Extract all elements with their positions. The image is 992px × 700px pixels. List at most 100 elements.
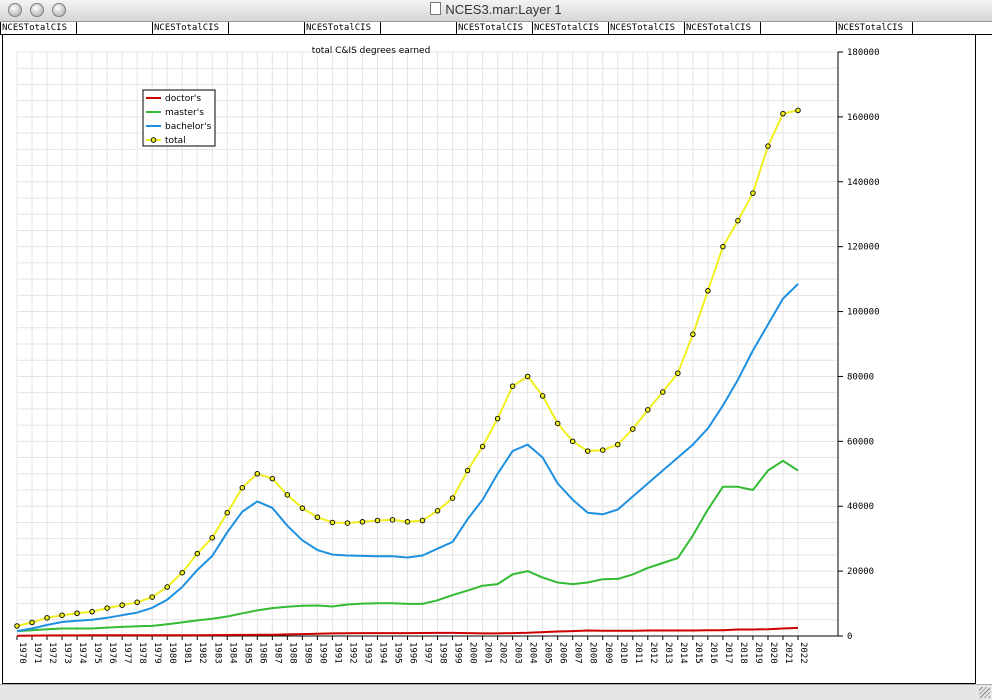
document-icon: [430, 2, 442, 15]
legend-label: doctor's: [165, 94, 201, 104]
series-line-doctors: [16, 626, 799, 637]
data-point-total: [119, 602, 125, 608]
x-tick-label: 1982: [197, 642, 207, 664]
window-titlebar: NCES3.mar:Layer 1: [0, 0, 992, 22]
x-tick-label: 2013: [663, 642, 673, 664]
data-point-total: [329, 519, 336, 526]
data-point-total: [149, 594, 155, 600]
y-tick-label: 40000: [847, 502, 874, 512]
data-point-total: [705, 288, 711, 294]
x-tick-label: 1976: [107, 642, 117, 664]
chart-title: total C&IS degrees earned: [312, 46, 431, 56]
x-tick-label: 1988: [287, 642, 297, 664]
x-tick-label: 2016: [708, 642, 718, 664]
data-point-total: [675, 370, 681, 376]
y-tick-label: 100000: [847, 308, 880, 318]
x-tick-label: 2012: [648, 642, 658, 664]
y-tick-label: 80000: [847, 372, 874, 382]
data-point-total: [479, 443, 486, 450]
x-tick-labels: 1970 1971 1972 1973 1974 1975 1976 1977 1978 1979…: [16, 636, 808, 664]
series-line-masters: [16, 459, 799, 633]
x-tick-label: 1990: [317, 642, 327, 664]
y-tick-label: 180000: [847, 48, 880, 58]
grid-lines: [16, 51, 838, 637]
data-point-total: [509, 383, 516, 389]
data-point-total: [584, 448, 591, 454]
data-point-total: [44, 615, 50, 621]
x-tick-label: 1998: [438, 642, 448, 664]
x-tick-label: 1979: [152, 642, 162, 664]
x-tick-label: 2010: [618, 642, 628, 664]
minimize-button[interactable]: [30, 3, 44, 17]
x-tick-label: 2021: [783, 642, 793, 664]
x-tick-label: 1989: [302, 642, 312, 664]
x-tick-label: 1983: [212, 642, 222, 664]
legend-marker: [150, 137, 157, 143]
data-point-total: [600, 447, 606, 453]
x-tick-label: 1986: [257, 642, 267, 664]
data-point-total: [750, 190, 756, 196]
legend: doctor's master's bachelor's total: [142, 89, 216, 147]
data-point-total: [29, 619, 35, 626]
data-point-total: [164, 584, 170, 590]
x-tick-label: 2009: [603, 642, 613, 664]
y-tick-label: 140000: [847, 178, 880, 188]
data-point-total: [524, 373, 531, 380]
x-tick-label: 1994: [377, 642, 387, 664]
data-point-total: [419, 517, 426, 524]
data-point-total: [344, 520, 351, 526]
x-tick-label: 2017: [723, 642, 733, 664]
data-point-total: [660, 389, 666, 395]
window-footer: [0, 684, 992, 700]
data-point-total: [735, 217, 741, 224]
y-tick-label: 120000: [847, 243, 880, 253]
data-point-total: [464, 467, 471, 474]
resize-handle[interactable]: [979, 687, 990, 698]
x-tick-label: 1977: [122, 642, 132, 664]
data-point-total: [720, 243, 726, 250]
x-tick-label: 1995: [392, 642, 402, 664]
x-tick-label: 1993: [362, 642, 372, 664]
data-point-total: [374, 517, 381, 524]
data-point-total: [434, 508, 441, 514]
x-tick-label: 1985: [242, 642, 252, 664]
data-point-total: [14, 623, 20, 629]
data-point-total: [284, 492, 291, 498]
x-tick-label: 1992: [347, 642, 357, 664]
x-tick-label: 1975: [92, 642, 102, 664]
data-point-total: [569, 438, 576, 445]
data-point-total: [179, 569, 185, 576]
x-tick-label: 1999: [453, 642, 463, 664]
close-button[interactable]: [8, 3, 22, 17]
zoom-button[interactable]: [52, 3, 66, 17]
x-tick-label: 2001: [483, 642, 493, 664]
data-point-total: [314, 514, 321, 521]
data-point-total: [239, 484, 246, 491]
series-line-bachelors: [16, 283, 799, 633]
x-tick-label: 1972: [47, 642, 57, 664]
layer-tab[interactable]: NCESTotalCIS: [836, 22, 913, 34]
x-tick-label: 1996: [408, 642, 418, 664]
x-tick-label: 2006: [558, 642, 568, 664]
y-tick-label: 160000: [847, 113, 880, 123]
x-tick-label: 2002: [498, 642, 508, 664]
x-tick-label: 2011: [633, 642, 643, 664]
data-point-total: [104, 605, 110, 611]
x-tick-label: 1973: [62, 642, 72, 664]
data-point-total: [494, 415, 501, 422]
data-point-total: [359, 519, 366, 525]
data-point-total: [780, 110, 786, 117]
data-point-total: [74, 610, 80, 617]
legend-label: master's: [165, 108, 204, 118]
x-tick-label: 2014: [678, 642, 688, 664]
tab-divider: [380, 22, 457, 34]
data-point-total: [194, 550, 200, 557]
tab-divider: [76, 22, 153, 34]
x-tick-label: 2018: [738, 642, 748, 664]
x-tick-label: 1974: [77, 642, 87, 664]
x-tick-label: 2007: [573, 642, 583, 664]
window-title-text: NCES3.mar:Layer 1: [445, 2, 562, 17]
legend-label: bachelor's: [165, 122, 212, 132]
data-point-total: [59, 612, 65, 618]
